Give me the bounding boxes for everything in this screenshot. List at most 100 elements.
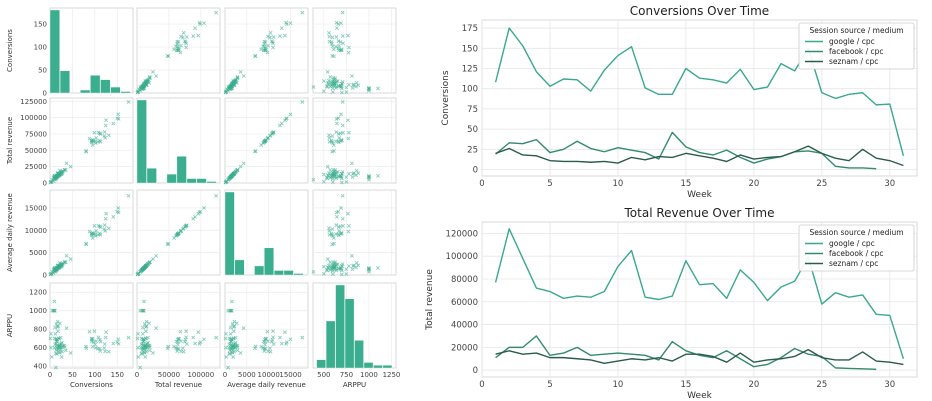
scatter-point	[321, 264, 326, 269]
scatter-point	[63, 260, 68, 265]
scatter-point	[214, 335, 219, 340]
scatter-point	[333, 139, 338, 144]
scatter-point	[172, 236, 176, 240]
x-tick-label: 10	[613, 179, 624, 189]
scatter-point	[102, 134, 107, 138]
histogram-bar	[373, 365, 383, 369]
scatter-point	[367, 174, 371, 179]
scatter-point	[270, 337, 275, 342]
scatter-point	[138, 308, 143, 313]
scatter-point	[349, 161, 354, 166]
scatter-point	[327, 30, 331, 35]
scatter-point	[339, 81, 344, 86]
scatter-point	[103, 135, 108, 140]
scatter-point	[344, 90, 349, 94]
scatter-point	[94, 135, 99, 140]
scatter-point	[328, 175, 333, 180]
scatter-point	[331, 47, 336, 52]
scatter-point	[140, 348, 145, 353]
scatter-point	[338, 131, 343, 136]
scatter-point	[98, 339, 103, 344]
scatter-point	[145, 79, 150, 84]
scatter-point	[265, 329, 270, 334]
scatter-point	[231, 329, 236, 334]
scatter-point	[327, 133, 331, 138]
scatter-point	[367, 177, 371, 182]
pair-panel-total-revenue-vs-arppu	[311, 97, 397, 185]
scatter-point	[179, 43, 183, 48]
scatter-point	[271, 342, 276, 346]
scatter-point	[126, 100, 131, 104]
scatter-point	[346, 171, 351, 176]
y-tick-label: 75	[467, 105, 478, 115]
series-line-seznam-cpc	[495, 348, 904, 366]
scatter-point	[266, 34, 270, 39]
histogram-bar	[234, 259, 245, 276]
scatter-point	[338, 40, 343, 44]
scatter-point	[214, 10, 219, 15]
y-tick-label: 5000	[29, 249, 47, 257]
scatter-point	[96, 346, 100, 351]
scatter-point	[330, 180, 335, 185]
scatter-point	[63, 168, 68, 172]
scatter-point	[228, 348, 232, 353]
scatter-point	[50, 177, 55, 182]
scatter-point	[334, 121, 339, 126]
scatter-point	[174, 345, 178, 350]
scatter-point	[346, 229, 351, 234]
y-tick-label: 100	[34, 44, 47, 52]
scatter-point	[104, 211, 108, 216]
scatter-point	[279, 341, 284, 346]
panel-frame	[224, 7, 309, 94]
scatter-point	[271, 329, 275, 334]
series-line-facebook-cpc	[495, 335, 877, 371]
scatter-point	[53, 331, 58, 336]
scatter-point	[175, 41, 180, 46]
scatter-point	[48, 336, 53, 341]
scatter-point	[284, 116, 289, 121]
legend: Session source / medium google / cpcfaceb…	[798, 224, 915, 272]
scatter-point	[196, 330, 201, 335]
scatter-point	[224, 331, 228, 336]
scatter-point	[282, 33, 287, 38]
pair-panel-average-daily-revenue-vs-conversions	[48, 189, 134, 277]
scatter-point	[106, 349, 111, 354]
pair-panel-total-revenue-vs-average-daily-revenue	[223, 97, 309, 185]
y-tick-label: 800	[34, 326, 47, 334]
scatter-point	[300, 100, 305, 104]
scatter-point	[339, 272, 344, 277]
scatter-point	[49, 354, 54, 359]
scatter-point	[145, 262, 150, 267]
scatter-point	[341, 41, 345, 46]
scatter-point	[367, 88, 371, 93]
y-tick-label: 60000	[451, 298, 478, 308]
scatter-point	[349, 253, 354, 258]
scatter-point	[111, 214, 116, 219]
x-axis-label: Week	[687, 190, 712, 200]
scatter-point	[64, 326, 69, 331]
scatter-point	[184, 335, 189, 340]
scatter-point	[102, 130, 107, 134]
panel-frame	[49, 189, 134, 276]
histogram-bar	[335, 284, 345, 369]
scatter-point	[268, 35, 272, 40]
y-tick-label: 120000	[446, 229, 478, 239]
legend-label-google-cpc: google / cpc	[829, 239, 875, 248]
y-tick-label: 50	[467, 125, 478, 135]
legend: Session source / medium google / cpcfaceb…	[798, 22, 915, 70]
histogram-bar	[293, 273, 304, 276]
scatter-point	[48, 272, 53, 277]
pair-panel-arppu-vs-conversions	[48, 282, 134, 370]
chart-title: Conversions Over Time	[630, 4, 769, 18]
scatter-point	[288, 112, 293, 117]
scatter-point	[268, 30, 273, 35]
histogram-bar	[264, 247, 274, 276]
scatter-point	[339, 205, 343, 210]
panel-frame	[312, 7, 397, 94]
x-tick-label: 10	[613, 380, 624, 390]
scatter-point	[48, 345, 53, 350]
scatter-point	[325, 69, 330, 74]
scatter-point	[51, 308, 56, 313]
y-tick-label: 0	[473, 366, 478, 376]
scatter-point	[181, 30, 186, 35]
